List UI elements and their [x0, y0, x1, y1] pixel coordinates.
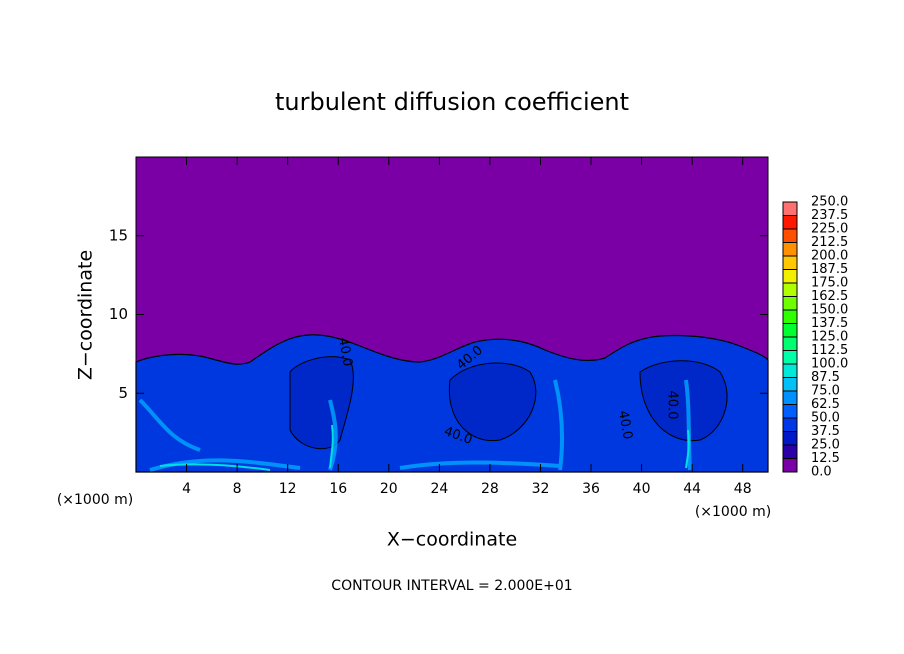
x-tick-label: 4: [182, 481, 191, 497]
colorbar-label: 137.5: [811, 316, 848, 331]
colorbar-label: 225.0: [811, 222, 848, 237]
colorbar-label: 187.5: [811, 262, 848, 277]
colorbar-band: [783, 377, 797, 391]
light-streaks: [138, 379, 692, 472]
colorbar-band: [783, 229, 797, 243]
chart-title: turbulent diffusion coefficient: [275, 88, 629, 116]
x-unit-label: (×1000 m): [57, 492, 133, 508]
contour-label: 40.0: [615, 409, 635, 440]
colorbar-label: 37.5: [811, 424, 840, 439]
colorbar-band: [783, 364, 797, 378]
colorbar-band: [783, 431, 797, 445]
colorbar-band: [783, 202, 797, 216]
colorbar-label: 200.0: [811, 249, 848, 264]
colorbar-label: 212.5: [811, 235, 848, 250]
colorbar-label: 250.0: [811, 195, 848, 210]
x-tick-label: 16: [329, 481, 347, 497]
x-unit-label: (×1000 m): [695, 504, 771, 520]
colorbar-band: [783, 296, 797, 310]
colorbar-label: 62.5: [811, 397, 840, 412]
x-tick-label: 12: [279, 481, 297, 497]
field: [135, 157, 769, 473]
colorbar-band: [783, 323, 797, 337]
x-tick-label: 28: [481, 481, 499, 497]
colorbar-band: [783, 391, 797, 405]
x-axis-label: X−coordinate: [387, 529, 517, 551]
colorbar-band: [783, 350, 797, 364]
colorbar-band: [783, 269, 797, 283]
colorbar-label: 112.5: [811, 343, 848, 358]
colorbar-band: [783, 445, 797, 459]
x-tick-label: 36: [582, 481, 600, 497]
contour-label: 40.0: [665, 391, 680, 420]
colorbar-band: [783, 458, 797, 472]
x-tick-label: 32: [532, 481, 550, 497]
colorbar-label: 125.0: [811, 330, 848, 345]
x-tick-label: 44: [683, 481, 701, 497]
colorbar-band: [783, 337, 797, 351]
colorbar-label: 12.5: [811, 451, 840, 466]
colorbar-label: 87.5: [811, 370, 840, 385]
colorbar-label: 100.0: [811, 357, 848, 372]
y-axis-label: Z−coordinate: [75, 250, 97, 380]
colorbar-band: [783, 242, 797, 256]
inner-region: [289, 356, 728, 450]
colorbar-label: 75.0: [811, 384, 840, 399]
colorbar-band: [783, 404, 797, 418]
x-tick-label: 20: [380, 481, 398, 497]
cyan-streaks: [159, 424, 690, 471]
colorbar-label: 0.0: [811, 465, 832, 480]
colorbar-band: [783, 215, 797, 229]
contour-label: 40.0: [335, 336, 355, 367]
colorbar-label: 237.5: [811, 208, 848, 223]
y-tick-label: 10: [109, 305, 128, 323]
colorbar-label: 50.0: [811, 411, 840, 426]
y-tick-label: 5: [118, 384, 128, 402]
y-tick-label: 15: [109, 226, 128, 244]
x-tick-label: 48: [734, 481, 752, 497]
x-tick-label: 8: [233, 481, 242, 497]
colorbar-label: 25.0: [811, 438, 840, 453]
colorbar-label: 162.5: [811, 289, 848, 304]
colorbar-label: 175.0: [811, 276, 848, 291]
colorbar-band: [783, 256, 797, 270]
colorbar-band: [783, 310, 797, 324]
colorbar-band: [783, 283, 797, 297]
footnote: CONTOUR INTERVAL = 2.000E+01: [331, 578, 572, 594]
colorbar-label: 150.0: [811, 303, 848, 318]
x-tick-label: 24: [430, 481, 448, 497]
x-tick-label: 40: [633, 481, 651, 497]
colorbar-band: [783, 418, 797, 432]
